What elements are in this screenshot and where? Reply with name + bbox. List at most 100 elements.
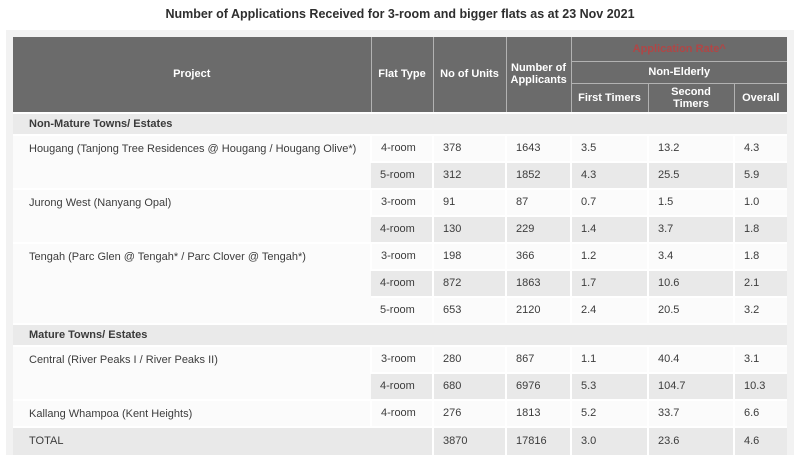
table-row: 5-room 653 2120 2.4 20.5 3.2 <box>13 295 787 324</box>
applicants-cell: 867 <box>505 344 571 373</box>
units-cell: 91 <box>432 187 506 216</box>
header-row-3: First Timers Second Timers Overall <box>13 83 787 113</box>
section-row-mature: Mature Towns/ Estates <box>13 322 787 346</box>
applicants-cell: 17816 <box>505 425 571 455</box>
project-name-cell: Kallang Whampoa (Kent Heights) <box>13 398 371 427</box>
rate-first-timers-cell: 1.4 <box>570 214 648 243</box>
col-header-first-timers: First Timers <box>571 83 649 113</box>
rate-second-timers-cell: 33.7 <box>647 398 734 427</box>
rate-second-timers-cell: 3.7 <box>647 214 734 243</box>
applications-table-frame: Project Flat Type No of Units Number of … <box>6 30 794 455</box>
rate-first-timers-cell: 3.5 <box>570 133 648 162</box>
units-cell: 3870 <box>432 425 506 455</box>
rate-second-timers-cell: 23.6 <box>647 425 734 455</box>
project-name-cell: Tengah (Parc Glen @ Tengah* / Parc Clove… <box>13 241 371 324</box>
header-row-1: Project Flat Type No of Units Number of … <box>13 37 787 113</box>
rate-first-timers-cell: 1.1 <box>570 344 648 373</box>
total-label-cell: TOTAL <box>13 425 433 455</box>
rate-overall-cell: 1.8 <box>733 241 787 270</box>
rate-overall-cell: 5.9 <box>733 160 787 189</box>
flat-type-cell: 5-room <box>371 295 433 324</box>
col-header-number-of-applicants: Number of Applicants <box>506 37 572 113</box>
rate-overall-cell: 4.6 <box>733 425 787 455</box>
flat-type-cell: 3-room <box>370 241 433 270</box>
rate-overall-cell: 1.8 <box>733 214 787 243</box>
rate-first-timers-cell: 0.7 <box>570 187 648 216</box>
rate-overall-cell: 6.6 <box>733 398 787 427</box>
flat-type-cell: 4-room <box>371 371 433 400</box>
col-header-overall: Overall <box>734 83 787 113</box>
units-cell: 378 <box>432 133 506 162</box>
flat-type-cell: 4-room <box>370 133 433 162</box>
table-row: 4-room 680 6976 5.3 104.7 10.3 <box>13 371 787 400</box>
col-header-no-of-units: No of Units <box>433 37 507 113</box>
table-row: Kallang Whampoa (Kent Heights) 4-room 27… <box>13 398 787 427</box>
rate-overall-cell: 10.3 <box>733 371 787 400</box>
flat-type-cell: 5-room <box>371 160 433 189</box>
units-cell: 653 <box>432 295 506 324</box>
col-header-project: Project <box>13 37 372 113</box>
flat-type-cell: 4-room <box>371 214 433 243</box>
rate-first-timers-cell: 1.2 <box>570 241 648 270</box>
applicants-cell: 1852 <box>505 160 571 189</box>
rate-second-timers-cell: 25.5 <box>647 160 734 189</box>
table-row: Tengah (Parc Glen @ Tengah* / Parc Clove… <box>13 241 787 324</box>
section-row-non-mature: Non-Mature Towns/ Estates <box>13 111 787 135</box>
applicants-cell: 1643 <box>505 133 571 162</box>
flat-type-cell: 3-room <box>370 344 433 373</box>
total-row: TOTAL 3870 17816 3.0 23.6 4.6 <box>13 425 787 455</box>
rate-overall-cell: 4.3 <box>733 133 787 162</box>
applicants-cell: 366 <box>505 241 571 270</box>
applications-table: Project Flat Type No of Units Number of … <box>13 37 787 455</box>
flat-type-cell: 4-room <box>370 398 433 427</box>
rate-second-timers-cell: 40.4 <box>647 344 734 373</box>
flat-type-cell: 3-room <box>370 187 433 216</box>
table-row: Jurong West (Nanyang Opal) 3-room 91 87 … <box>13 187 787 243</box>
rate-first-timers-cell: 5.3 <box>570 371 648 400</box>
col-header-non-elderly: Non-Elderly <box>571 61 787 84</box>
header-row-2: Non-Elderly <box>13 61 787 84</box>
units-cell: 680 <box>432 371 506 400</box>
applicants-cell: 1863 <box>505 268 571 297</box>
project-name-cell: Hougang (Tanjong Tree Residences @ Houga… <box>13 133 371 189</box>
units-cell: 130 <box>432 214 506 243</box>
rate-first-timers-cell: 5.2 <box>570 398 648 427</box>
rate-second-timers-cell: 104.7 <box>647 371 734 400</box>
applicants-cell: 229 <box>505 214 571 243</box>
section-label: Non-Mature Towns/ Estates <box>13 111 787 135</box>
table-header: Project Flat Type No of Units Number of … <box>13 37 787 113</box>
rate-overall-cell: 3.1 <box>733 344 787 373</box>
rate-second-timers-cell: 13.2 <box>647 133 734 162</box>
rate-overall-cell: 3.2 <box>733 295 787 324</box>
rate-first-timers-cell: 3.0 <box>570 425 648 455</box>
table-row: Central (River Peaks I / River Peaks II)… <box>13 344 787 400</box>
col-header-second-timers: Second Timers <box>648 83 735 113</box>
rate-first-timers-cell: 2.4 <box>570 295 648 324</box>
units-cell: 312 <box>432 160 506 189</box>
project-name-cell: Jurong West (Nanyang Opal) <box>13 187 371 243</box>
rate-second-timers-cell: 10.6 <box>647 268 734 297</box>
applicants-cell: 87 <box>505 187 571 216</box>
rate-overall-cell: 1.0 <box>733 187 787 216</box>
col-header-flat-type: Flat Type <box>371 37 434 113</box>
units-cell: 198 <box>432 241 506 270</box>
units-cell: 280 <box>432 344 506 373</box>
table-row: 4-room 872 1863 1.7 10.6 2.1 <box>13 268 787 297</box>
applicants-cell: 6976 <box>505 371 571 400</box>
rate-first-timers-cell: 1.7 <box>570 268 648 297</box>
rate-second-timers-cell: 20.5 <box>647 295 734 324</box>
section-label: Mature Towns/ Estates <box>13 322 787 346</box>
applicants-cell: 1813 <box>505 398 571 427</box>
project-name-cell: Central (River Peaks I / River Peaks II) <box>13 344 371 400</box>
rate-overall-cell: 2.1 <box>733 268 787 297</box>
table-row: 4-room 130 229 1.4 3.7 1.8 <box>13 214 787 243</box>
flat-type-cell: 4-room <box>371 268 433 297</box>
rate-first-timers-cell: 4.3 <box>570 160 648 189</box>
table-row: Hougang (Tanjong Tree Residences @ Houga… <box>13 133 787 189</box>
rate-second-timers-cell: 3.4 <box>647 241 734 270</box>
units-cell: 872 <box>432 268 506 297</box>
rate-second-timers-cell: 1.5 <box>647 187 734 216</box>
applicants-cell: 2120 <box>505 295 571 324</box>
units-cell: 276 <box>432 398 506 427</box>
table-body: Non-Mature Towns/ Estates Hougang (Tanjo… <box>13 111 787 455</box>
